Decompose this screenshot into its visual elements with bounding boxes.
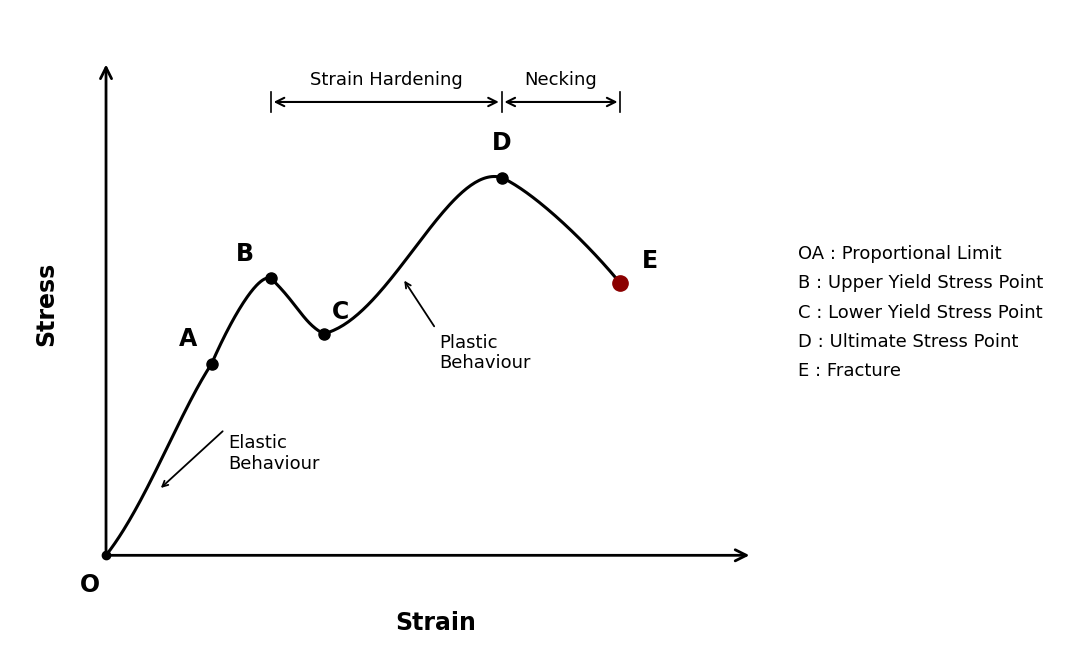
Text: C: C: [331, 300, 348, 324]
Text: O: O: [80, 573, 99, 597]
Text: E: E: [641, 249, 658, 273]
Text: Strain Hardening: Strain Hardening: [309, 72, 462, 90]
Text: Elastic
Behaviour: Elastic Behaviour: [229, 435, 319, 473]
Text: OA : Proportional Limit
B : Upper Yield Stress Point
C : Lower Yield Stress Poin: OA : Proportional Limit B : Upper Yield …: [798, 245, 1044, 380]
Text: A: A: [179, 327, 197, 352]
Text: Necking: Necking: [525, 72, 597, 90]
Text: Strain: Strain: [396, 611, 476, 635]
Text: Plastic
Behaviour: Plastic Behaviour: [439, 333, 530, 372]
Text: D: D: [492, 131, 511, 155]
Text: Stress: Stress: [34, 261, 58, 346]
Text: B: B: [235, 242, 253, 266]
